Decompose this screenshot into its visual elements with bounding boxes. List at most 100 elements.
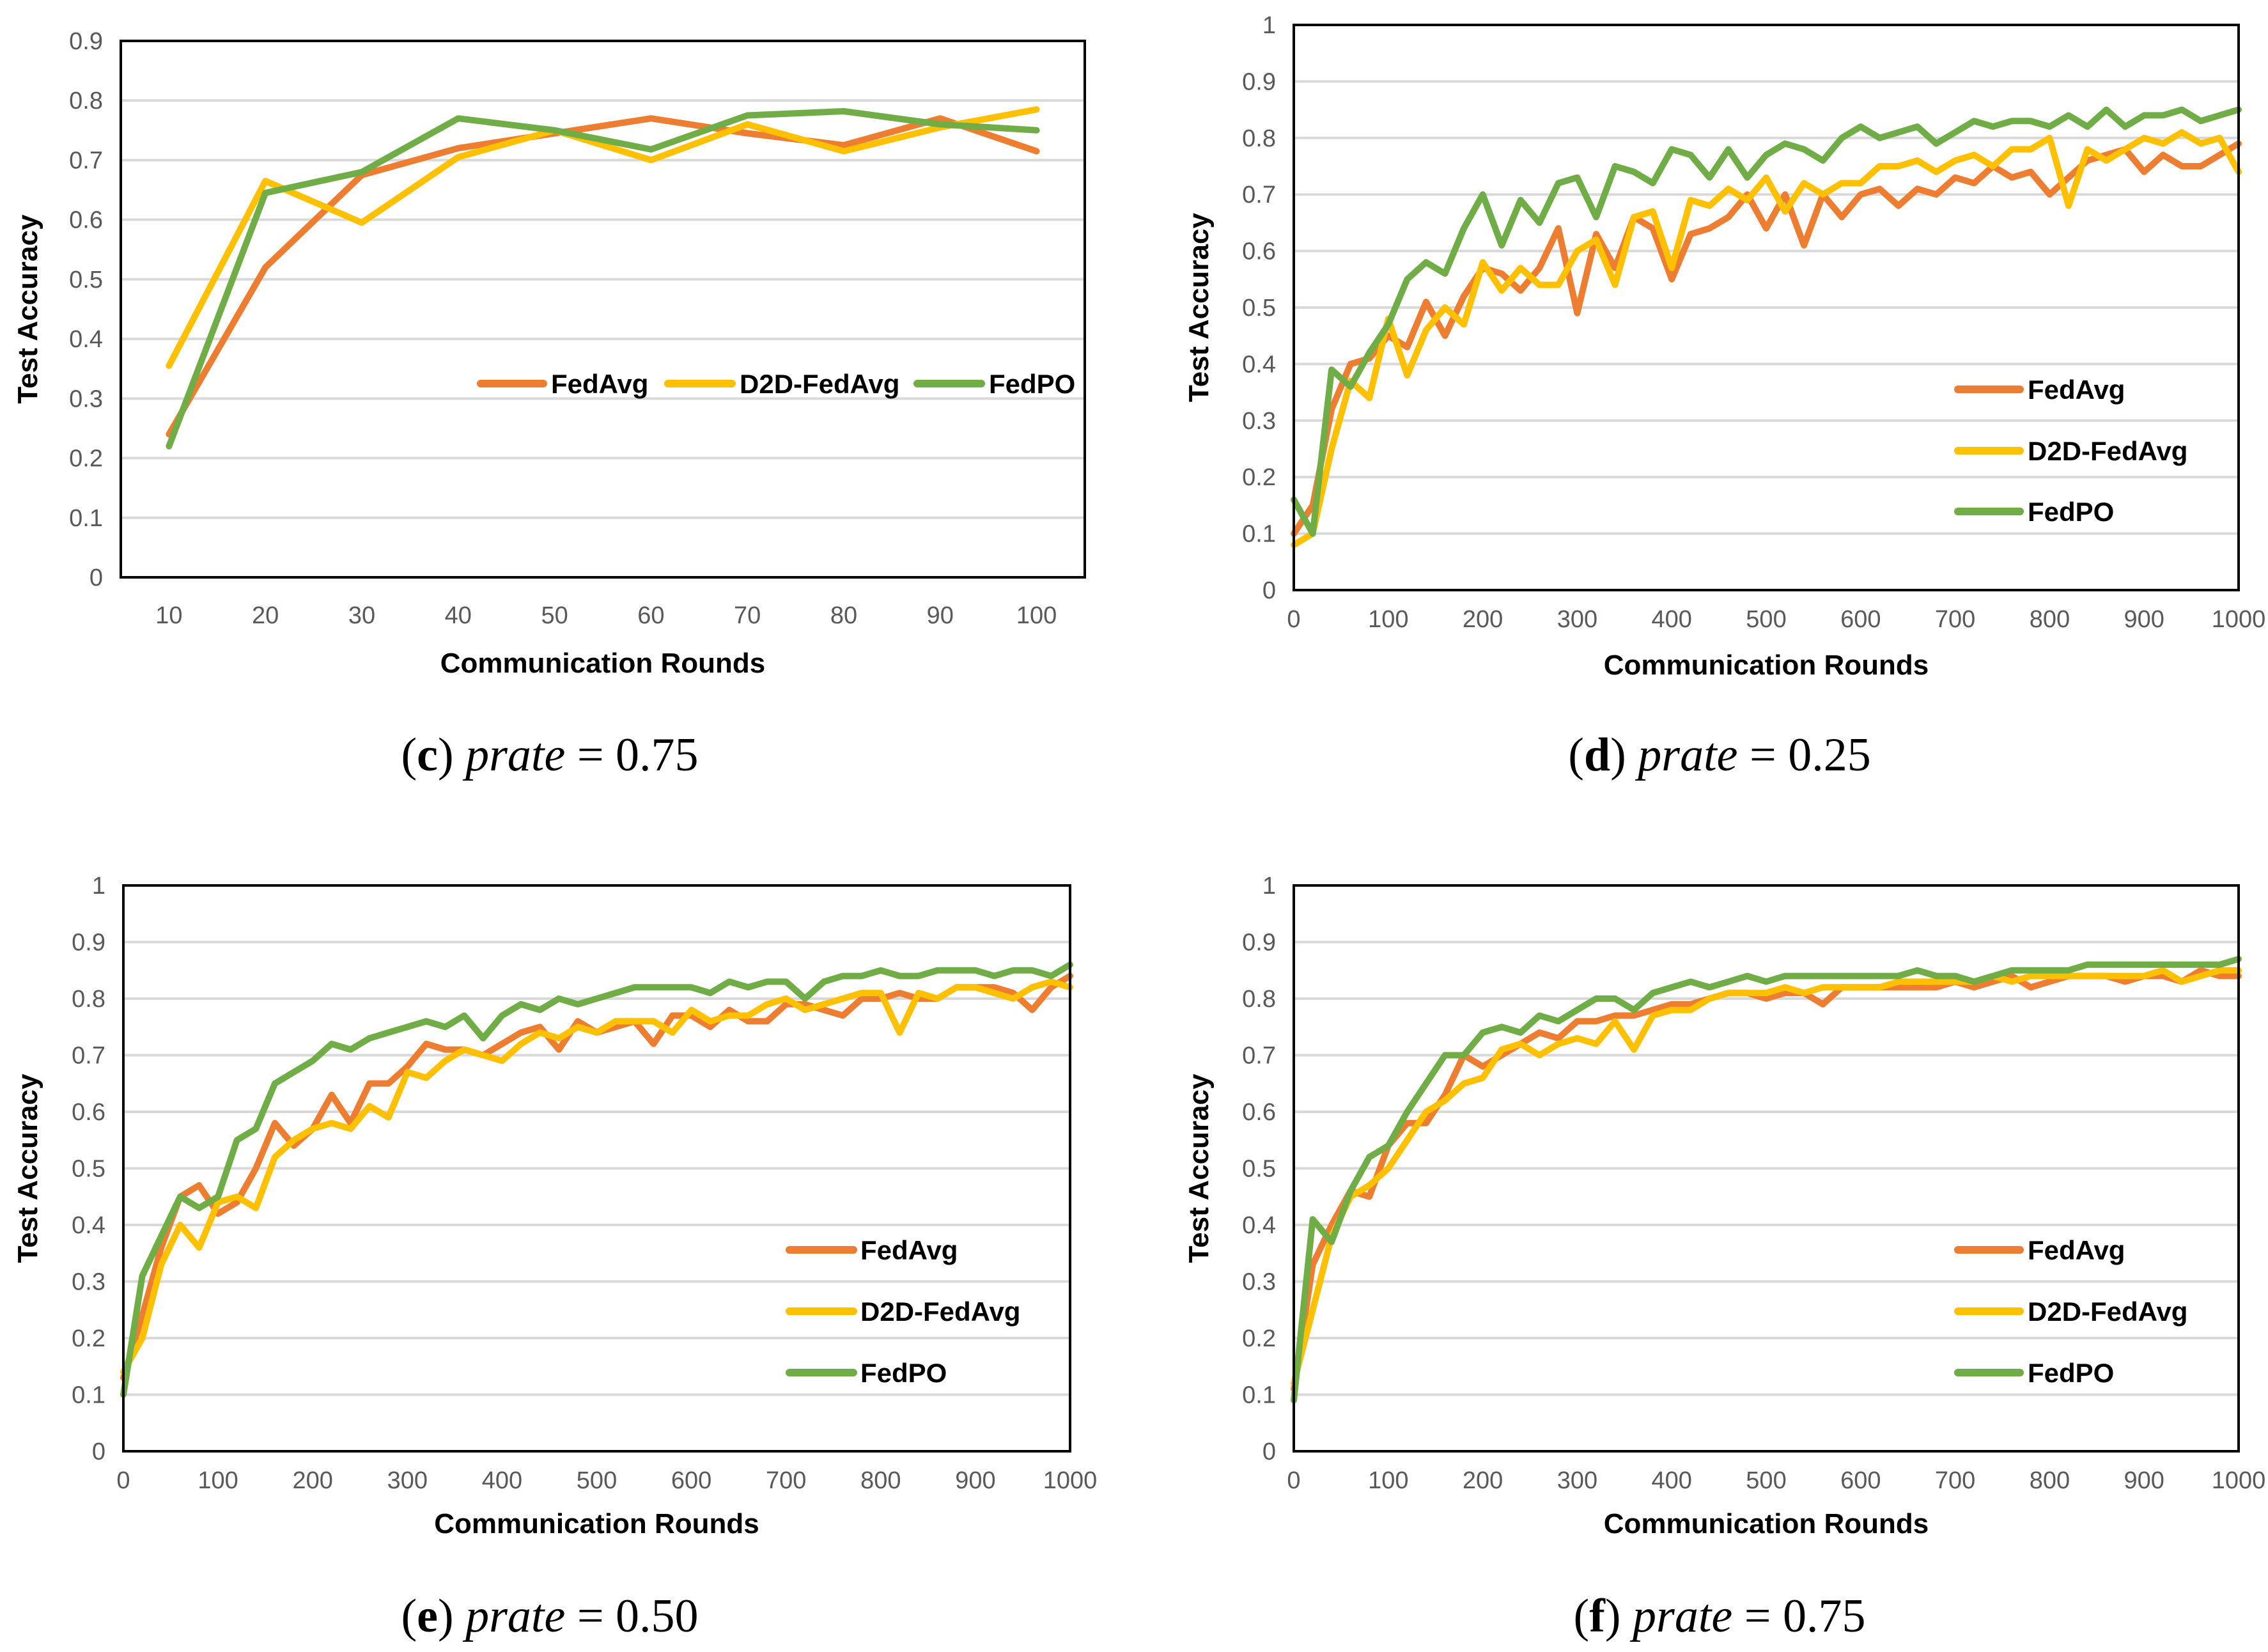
x-tick-label: 0 [116, 1467, 130, 1494]
legend: FedAvg D2D-FedAvg FedPO [1954, 1235, 2187, 1388]
caption-paren: ) [1605, 1590, 1633, 1642]
y-tick-label: 0.7 [1242, 1043, 1276, 1070]
y-axis-title: Test Accuracy [12, 214, 43, 403]
caption-variable: prate [1629, 1590, 1732, 1642]
y-tick-label: 0.8 [72, 986, 105, 1013]
chart-e: 0 0.1 0.2 0.3 0.4 0.5 0.6 0.7 0.8 0.9 1 0 100 200 300 4… [12, 873, 1097, 1642]
caption-relation: = [1744, 1590, 1771, 1642]
y-tick-label: 0.1 [72, 1382, 105, 1409]
y-tick-label: 0.4 [1242, 1212, 1276, 1239]
x-tick-label: 900 [2124, 1467, 2164, 1494]
y-tick-label: 0.5 [72, 1156, 105, 1183]
series-line-d2d-fedavg [1291, 129, 2242, 549]
x-tick-label: 300 [1557, 1467, 1597, 1494]
caption-paren: ) [438, 729, 465, 781]
x-tick-label: 1000 [1043, 1467, 1098, 1494]
x-tick-label: 80 [830, 602, 857, 629]
x-tick-label: 400 [482, 1467, 522, 1494]
y-tick-label: 0.9 [1242, 68, 1276, 95]
series-line-d2d-fedavg [120, 978, 1073, 1376]
x-tick-label: 400 [1651, 606, 1691, 633]
legend: FedAvg D2D-FedAvg FedPO [477, 369, 1075, 399]
y-tick-label: 0.2 [69, 446, 103, 472]
caption-variable: prate [1635, 729, 1737, 781]
series-line-d2d-fedavg [166, 106, 1040, 370]
x-tick-label: 200 [1463, 606, 1503, 633]
x-tick-label: 600 [1840, 606, 1881, 633]
y-tick-label: 0 [1262, 1438, 1276, 1465]
x-tick-label: 600 [671, 1467, 711, 1494]
y-tick-label: 0.3 [72, 1269, 105, 1296]
caption-value: 0.50 [616, 1590, 699, 1642]
y-tick-label: 1 [92, 873, 105, 900]
y-tick-label: 0.9 [1242, 930, 1276, 956]
caption-relation: = [1750, 729, 1776, 781]
x-tick-label: 1000 [2212, 1467, 2266, 1494]
x-tick-label: 300 [387, 1467, 428, 1494]
x-tick-label: 100 [1016, 602, 1057, 629]
x-tick-label: 400 [1651, 1467, 1691, 1494]
series-line-fedavg [166, 115, 1040, 438]
x-axis-title: Communication Rounds [1604, 650, 1929, 681]
caption-value: 0.75 [1783, 1590, 1866, 1642]
chart-d: 0 0.1 0.2 0.3 0.4 0.5 0.6 0.7 0.8 0.9 1 0 100 200 300 4… [1183, 12, 2265, 781]
caption-space [1732, 1590, 1744, 1642]
x-tick-label: 90 [927, 602, 954, 629]
subfigure-caption: (c) prate = 0.75 [401, 729, 698, 781]
y-tick-label: 0.8 [1242, 986, 1276, 1013]
x-tick-label: 0 [1287, 606, 1300, 633]
caption-space [604, 1590, 616, 1642]
caption-label: d [1584, 729, 1610, 781]
y-tick-label: 0.5 [1242, 1156, 1276, 1183]
series-line-d2d-fedavg [1291, 967, 2242, 1387]
chart-f: 0 0.1 0.2 0.3 0.4 0.5 0.6 0.7 0.8 0.9 1 0 100 200 300 4… [1183, 873, 2265, 1642]
x-tick-label: 10 [155, 602, 182, 629]
x-tick-label: 600 [1840, 1467, 1881, 1494]
y-tick-label: 0.3 [69, 386, 103, 412]
caption-relation: = [577, 1590, 604, 1642]
x-axis-title: Communication Rounds [434, 1508, 759, 1539]
caption-space [565, 729, 577, 781]
caption-space [604, 729, 616, 781]
caption-relation: = [577, 729, 604, 781]
x-tick-label: 30 [348, 602, 375, 629]
y-tick-label: 0.7 [1242, 182, 1276, 208]
y-tick-label: 0.3 [1242, 408, 1276, 435]
legend-label: D2D-FedAvg [2028, 436, 2187, 466]
y-tick-label: 0.4 [1242, 351, 1276, 378]
x-tick-label: 0 [1287, 1467, 1300, 1494]
caption-space [1737, 729, 1750, 781]
legend-label: FedPO [989, 369, 1075, 399]
y-tick-label: 0 [1262, 577, 1276, 604]
caption-label: e [417, 1590, 438, 1642]
y-tick-label: 0.8 [69, 88, 103, 114]
caption-paren: ) [438, 1590, 465, 1642]
x-tick-label: 800 [2030, 1467, 2070, 1494]
caption-variable: prate [462, 729, 565, 781]
x-tick-label: 500 [577, 1467, 617, 1494]
legend-label: FedAvg [2028, 1235, 2125, 1265]
series-line-fedavg [1291, 140, 2242, 537]
y-tick-label: 0.4 [72, 1212, 105, 1239]
x-tick-label: 700 [1935, 1467, 1975, 1494]
y-tick-label: 0.2 [1242, 464, 1276, 491]
x-tick-label: 100 [1368, 606, 1408, 633]
y-tick-label: 0.2 [72, 1325, 105, 1352]
x-tick-label: 800 [2030, 606, 2070, 633]
y-tick-label: 0.1 [69, 505, 103, 532]
x-tick-label: 900 [955, 1467, 995, 1494]
caption-label: c [417, 729, 438, 781]
caption-paren: ( [1574, 1590, 1590, 1642]
subfigure-caption: (d) prate = 0.25 [1568, 729, 1870, 781]
caption-space [1771, 1590, 1783, 1642]
legend: FedAvg D2D-FedAvg FedPO [786, 1235, 1020, 1388]
y-tick-label: 0 [89, 565, 103, 591]
y-tick-label: 0.7 [69, 147, 103, 174]
legend-label: FedAvg [551, 369, 648, 399]
plot-area [120, 40, 1086, 579]
y-tick-label: 1 [1262, 873, 1276, 900]
y-tick-label: 0.1 [1242, 1382, 1276, 1409]
x-tick-label: 800 [860, 1467, 901, 1494]
x-axis-title: Communication Rounds [1604, 1508, 1929, 1539]
